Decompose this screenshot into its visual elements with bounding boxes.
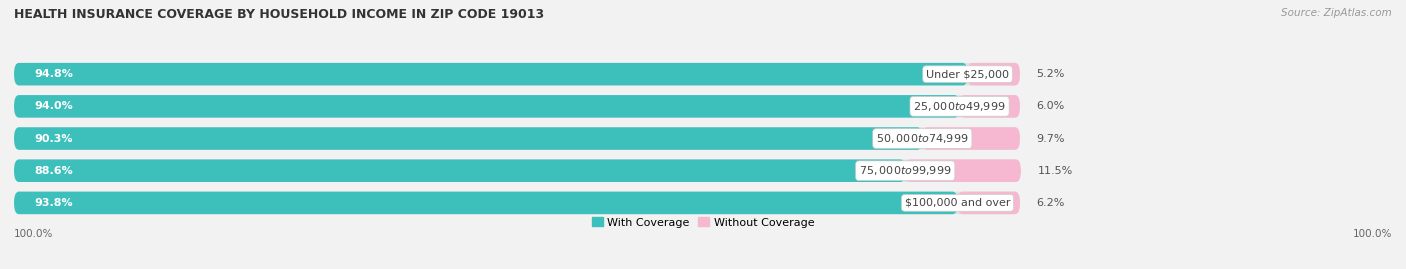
Text: 5.2%: 5.2% <box>1036 69 1064 79</box>
Text: 100.0%: 100.0% <box>1353 229 1392 239</box>
FancyBboxPatch shape <box>14 127 1019 150</box>
Text: 90.3%: 90.3% <box>35 133 73 144</box>
Text: 6.2%: 6.2% <box>1036 198 1064 208</box>
FancyBboxPatch shape <box>14 192 957 214</box>
Text: HEALTH INSURANCE COVERAGE BY HOUSEHOLD INCOME IN ZIP CODE 19013: HEALTH INSURANCE COVERAGE BY HOUSEHOLD I… <box>14 8 544 21</box>
Text: 94.0%: 94.0% <box>35 101 73 111</box>
Text: $25,000 to $49,999: $25,000 to $49,999 <box>914 100 1005 113</box>
FancyBboxPatch shape <box>905 160 1021 182</box>
Text: Source: ZipAtlas.com: Source: ZipAtlas.com <box>1281 8 1392 18</box>
Legend: With Coverage, Without Coverage: With Coverage, Without Coverage <box>588 213 818 232</box>
Text: 88.6%: 88.6% <box>35 166 73 176</box>
Text: 9.7%: 9.7% <box>1036 133 1064 144</box>
Text: 94.8%: 94.8% <box>35 69 73 79</box>
FancyBboxPatch shape <box>14 63 967 86</box>
FancyBboxPatch shape <box>14 127 922 150</box>
Text: $100,000 and over: $100,000 and over <box>905 198 1011 208</box>
Text: 6.0%: 6.0% <box>1036 101 1064 111</box>
Text: 100.0%: 100.0% <box>14 229 53 239</box>
Text: 93.8%: 93.8% <box>35 198 73 208</box>
Text: Under $25,000: Under $25,000 <box>927 69 1010 79</box>
FancyBboxPatch shape <box>959 95 1019 118</box>
FancyBboxPatch shape <box>922 127 1019 150</box>
FancyBboxPatch shape <box>967 63 1019 86</box>
Text: 11.5%: 11.5% <box>1038 166 1073 176</box>
Text: $50,000 to $74,999: $50,000 to $74,999 <box>876 132 969 145</box>
Text: $75,000 to $99,999: $75,000 to $99,999 <box>859 164 952 177</box>
FancyBboxPatch shape <box>14 95 959 118</box>
FancyBboxPatch shape <box>957 192 1019 214</box>
FancyBboxPatch shape <box>14 192 1019 214</box>
FancyBboxPatch shape <box>14 63 1019 86</box>
FancyBboxPatch shape <box>14 95 1019 118</box>
FancyBboxPatch shape <box>14 160 1019 182</box>
FancyBboxPatch shape <box>14 160 905 182</box>
